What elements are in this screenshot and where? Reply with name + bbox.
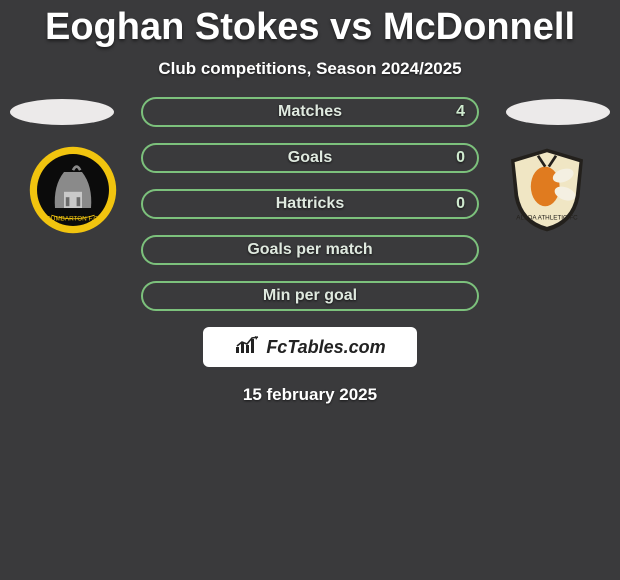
stat-label: Matches (278, 103, 342, 121)
stats-stage: DUMBARTON F.C. ALLOA ATHLETIC FC Matches… (10, 97, 610, 311)
stat-row-hattricks: Hattricks 0 (141, 189, 479, 219)
stat-right-value: 0 (456, 195, 465, 213)
player-photo-placeholder-right (506, 99, 610, 125)
page-title: Eoghan Stokes vs McDonnell (10, 0, 610, 49)
svg-text:ALLOA ATHLETIC FC: ALLOA ATHLETIC FC (516, 215, 578, 222)
club-crest-right: ALLOA ATHLETIC FC (502, 145, 592, 235)
branding-badge[interactable]: FcTables.com (203, 327, 417, 367)
subtitle: Club competitions, Season 2024/2025 (10, 59, 610, 79)
svg-text:DUMBARTON F.C.: DUMBARTON F.C. (46, 216, 100, 223)
brand-text: FcTables.com (266, 337, 385, 358)
stat-right-value: 0 (456, 149, 465, 167)
stat-row-goals-per-match: Goals per match (141, 235, 479, 265)
stat-label: Min per goal (263, 287, 357, 305)
stat-right-value: 4 (456, 103, 465, 121)
stat-rows: Matches 4 Goals 0 Hattricks 0 Goals per … (141, 97, 479, 311)
crest-right-icon: ALLOA ATHLETIC FC (502, 145, 592, 235)
comparison-date: 15 february 2025 (10, 385, 610, 405)
crest-left-icon: DUMBARTON F.C. (28, 145, 118, 235)
stat-row-min-per-goal: Min per goal (141, 281, 479, 311)
player-photo-placeholder-left (10, 99, 114, 125)
stat-label: Goals (288, 149, 332, 167)
stat-row-goals: Goals 0 (141, 143, 479, 173)
club-crest-left: DUMBARTON F.C. (28, 145, 118, 235)
comparison-card: Eoghan Stokes vs McDonnell Club competit… (0, 0, 620, 405)
stat-label: Hattricks (276, 195, 344, 213)
stat-row-matches: Matches 4 (141, 97, 479, 127)
stat-label: Goals per match (247, 241, 372, 259)
brand-chart-icon (234, 335, 262, 360)
